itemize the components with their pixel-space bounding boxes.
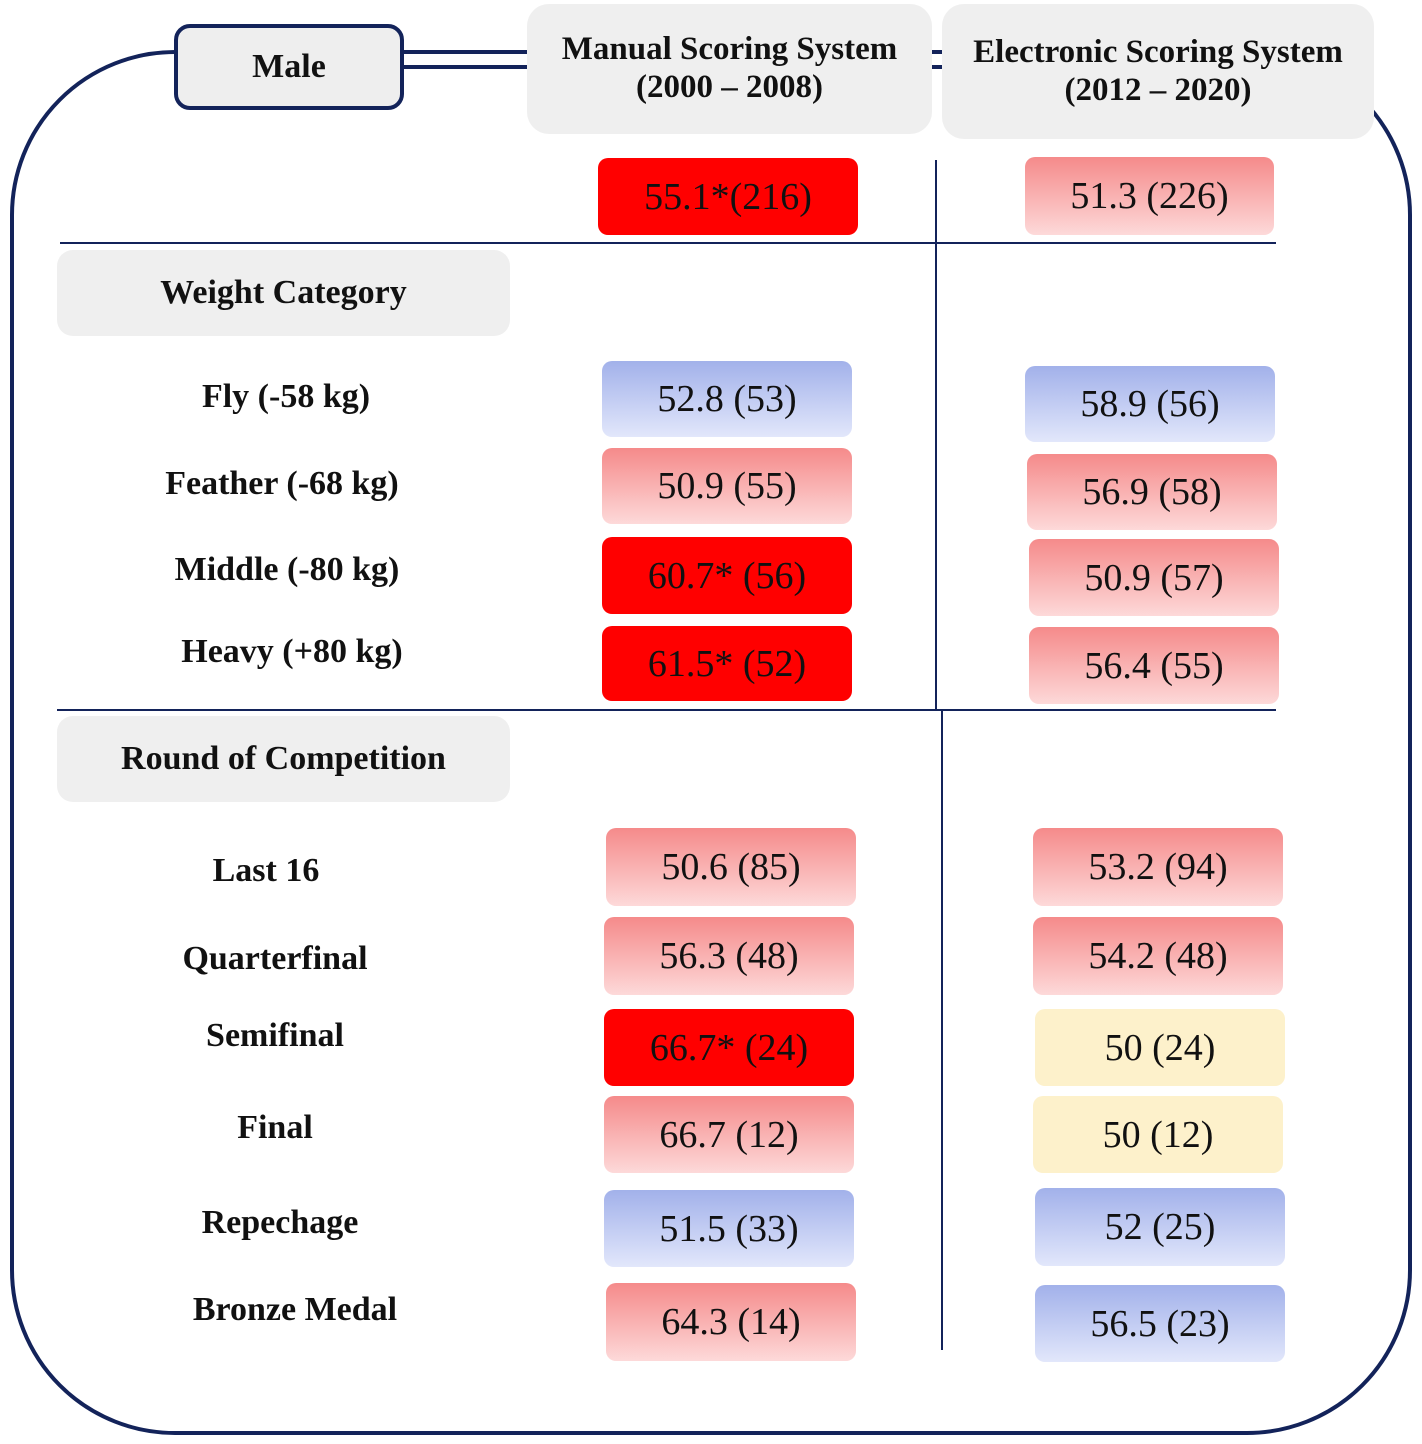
cell-feather-manual: 50.9 (55) [602, 448, 852, 524]
row-label-fly: Fly (-58 kg) [201, 378, 371, 415]
cell-feather-electronic: 56.9 (58) [1027, 454, 1277, 530]
column-header-electronic: Electronic Scoring System (2012 – 2020) [942, 4, 1374, 139]
cell-fly-manual: 52.8 (53) [602, 361, 852, 437]
gender-label: Male [174, 24, 404, 110]
column-header-electronic-years: (2012 – 2020) [1064, 71, 1252, 108]
row-label-final: Final [237, 1109, 313, 1146]
cell-last-16-manual: 50.6 (85) [606, 828, 856, 906]
cell-middle-manual: 60.7* (56) [602, 537, 852, 614]
column-header-manual-title: Manual Scoring System [561, 31, 898, 68]
row-label-feather: Feather (-68 kg) [165, 465, 399, 502]
cell-last-16-electronic: 53.2 (94) [1033, 828, 1283, 906]
section-weight-category: Weight Category [57, 250, 510, 336]
header-connector-left [404, 65, 528, 69]
cell-quarterfinal-manual: 56.3 (48) [604, 917, 854, 995]
row-label-quarterfinal: Quarterfinal [182, 940, 368, 977]
cell-heavy-electronic: 56.4 (55) [1029, 627, 1279, 704]
column-header-manual-years: (2000 – 2008) [636, 69, 823, 105]
header-connector-right [932, 65, 942, 69]
row-label-bronze-medal: Bronze Medal [192, 1291, 398, 1328]
cell-final-manual: 66.7 (12) [604, 1096, 854, 1173]
column-header-electronic-title: Electronic Scoring System [973, 33, 1343, 70]
cell-bronze-medal-electronic: 56.5 (23) [1035, 1285, 1285, 1362]
divider-weight [57, 709, 1276, 711]
cell-semifinal-electronic: 50 (24) [1035, 1009, 1285, 1086]
cell-final-electronic: 50 (12) [1033, 1096, 1283, 1173]
row-label-last-16: Last 16 [212, 852, 320, 889]
divider-overall [60, 242, 1276, 244]
column-divider-lower [941, 710, 943, 1350]
column-divider-upper [935, 160, 937, 710]
cell-repechage-manual: 51.5 (33) [604, 1190, 854, 1267]
row-label-heavy: Heavy (+80 kg) [181, 633, 403, 670]
row-label-repechage: Repechage [201, 1204, 359, 1241]
cell-semifinal-manual: 66.7* (24) [604, 1009, 854, 1086]
cell-bronze-medal-manual: 64.3 (14) [606, 1283, 856, 1361]
overall-manual-cell: 55.1*(216) [598, 158, 858, 235]
column-header-manual: Manual Scoring System (2000 – 2008) [527, 4, 932, 134]
overall-electronic-cell: 51.3 (226) [1025, 157, 1274, 235]
cell-middle-electronic: 50.9 (57) [1029, 539, 1279, 616]
cell-heavy-manual: 61.5* (52) [602, 626, 852, 701]
row-label-middle: Middle (-80 kg) [174, 551, 400, 588]
cell-repechage-electronic: 52 (25) [1035, 1188, 1285, 1266]
cell-quarterfinal-electronic: 54.2 (48) [1033, 917, 1283, 995]
cell-fly-electronic: 58.9 (56) [1025, 366, 1275, 442]
row-label-semifinal: Semifinal [206, 1017, 344, 1054]
section-round-of-competition: Round of Competition [57, 716, 510, 802]
